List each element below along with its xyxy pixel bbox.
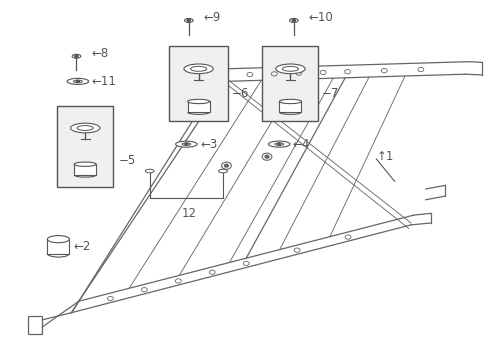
Ellipse shape [269,141,290,147]
Bar [188,102,210,112]
Circle shape [75,55,78,58]
Circle shape [292,19,295,22]
Ellipse shape [77,126,93,130]
Ellipse shape [275,143,284,145]
Text: −5: −5 [119,154,136,167]
Text: ←4: ←4 [293,138,310,150]
Ellipse shape [74,80,82,83]
Text: 12: 12 [181,207,196,220]
Text: ←11: ←11 [92,75,117,88]
Circle shape [278,143,281,145]
Bar [74,164,96,175]
Circle shape [187,19,191,22]
Bar [279,102,301,112]
Circle shape [224,164,228,167]
Bar [57,107,113,187]
Ellipse shape [276,64,305,74]
Ellipse shape [74,162,96,166]
Ellipse shape [71,123,100,133]
Text: ←10: ←10 [309,12,333,24]
Text: ←9: ←9 [203,12,221,24]
Ellipse shape [191,66,207,71]
Ellipse shape [188,99,210,104]
Ellipse shape [279,99,301,104]
Ellipse shape [48,235,70,243]
Ellipse shape [182,143,191,145]
Ellipse shape [290,18,298,22]
Ellipse shape [67,78,89,85]
Text: ←8: ←8 [91,47,108,60]
Text: ←2: ←2 [73,240,90,253]
Ellipse shape [184,64,213,74]
Ellipse shape [146,169,154,173]
Circle shape [262,153,272,160]
Text: −7: −7 [322,87,339,100]
Bar [169,45,228,121]
Ellipse shape [175,141,197,147]
Ellipse shape [219,169,227,173]
Bar [27,316,42,334]
Bar [172,80,186,101]
Circle shape [76,80,79,82]
Circle shape [221,162,231,169]
Circle shape [265,155,269,158]
Text: ←3: ←3 [200,138,217,150]
Circle shape [185,143,188,145]
Ellipse shape [185,18,193,22]
Text: −6: −6 [231,87,249,100]
Text: ↑1: ↑1 [377,150,394,163]
Ellipse shape [282,66,298,71]
Ellipse shape [72,54,81,58]
Bar [48,239,70,253]
Bar [262,45,318,121]
